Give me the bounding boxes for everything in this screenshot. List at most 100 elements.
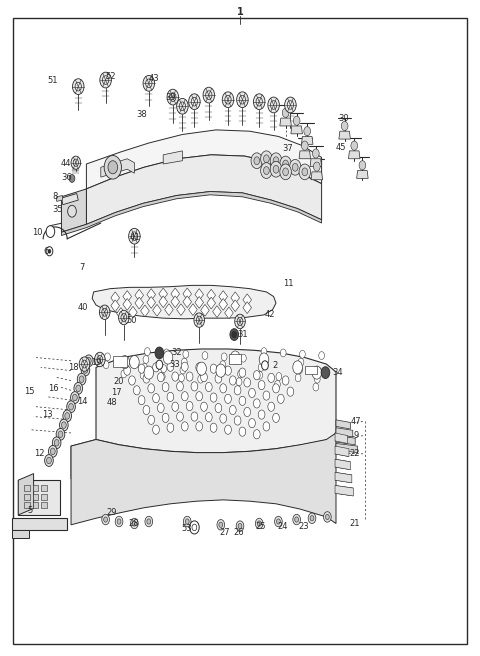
Circle shape [273, 413, 279, 422]
Text: 48: 48 [107, 398, 118, 407]
Circle shape [280, 156, 291, 172]
Bar [229, 354, 241, 364]
Circle shape [205, 382, 212, 392]
Circle shape [287, 387, 294, 396]
Circle shape [270, 100, 277, 110]
Polygon shape [61, 194, 78, 205]
Circle shape [313, 383, 319, 391]
Circle shape [196, 392, 203, 401]
Circle shape [186, 401, 193, 411]
Circle shape [129, 376, 135, 385]
Circle shape [179, 102, 186, 111]
Circle shape [258, 380, 265, 390]
Circle shape [119, 310, 129, 325]
Circle shape [319, 352, 324, 359]
Circle shape [234, 386, 241, 395]
Circle shape [215, 374, 222, 383]
Circle shape [192, 524, 197, 531]
Polygon shape [183, 288, 192, 300]
Circle shape [263, 391, 270, 400]
Circle shape [60, 419, 68, 431]
Text: 31: 31 [237, 330, 248, 339]
Text: 23: 23 [298, 522, 309, 531]
Circle shape [258, 363, 264, 371]
Circle shape [143, 405, 150, 415]
Text: 36: 36 [61, 173, 72, 182]
Circle shape [95, 352, 105, 367]
Bar [24, 494, 30, 500]
Circle shape [273, 157, 279, 165]
Circle shape [147, 519, 151, 524]
Circle shape [45, 455, 53, 466]
Circle shape [215, 403, 222, 413]
Circle shape [297, 366, 302, 374]
Polygon shape [231, 300, 240, 312]
Text: 42: 42 [265, 310, 276, 319]
Circle shape [198, 375, 204, 383]
Text: 30: 30 [338, 113, 348, 123]
Polygon shape [291, 126, 302, 134]
Bar [24, 485, 30, 491]
Circle shape [253, 430, 260, 439]
Circle shape [295, 517, 299, 522]
Circle shape [48, 249, 51, 253]
Circle shape [121, 314, 127, 321]
Circle shape [275, 380, 280, 388]
Circle shape [302, 168, 308, 176]
Text: 17: 17 [111, 388, 121, 397]
Circle shape [237, 92, 248, 108]
Text: 37: 37 [283, 144, 293, 154]
Text: 41: 41 [130, 233, 141, 242]
Circle shape [260, 356, 265, 363]
Circle shape [83, 367, 88, 373]
Circle shape [79, 376, 84, 382]
Circle shape [235, 314, 245, 329]
Circle shape [73, 159, 79, 166]
Circle shape [262, 361, 268, 370]
Circle shape [239, 368, 246, 377]
Text: 51: 51 [48, 76, 58, 85]
Polygon shape [335, 472, 352, 483]
Circle shape [159, 373, 165, 380]
Circle shape [240, 354, 246, 362]
Circle shape [257, 371, 263, 379]
Circle shape [289, 159, 301, 175]
Circle shape [71, 392, 79, 403]
Polygon shape [159, 296, 168, 308]
Circle shape [72, 394, 77, 401]
Circle shape [177, 412, 183, 421]
Circle shape [181, 422, 188, 431]
Circle shape [130, 356, 139, 369]
Polygon shape [135, 297, 144, 309]
Circle shape [148, 384, 155, 393]
Circle shape [47, 457, 51, 464]
Circle shape [244, 378, 251, 387]
Polygon shape [111, 292, 120, 304]
Text: 43: 43 [148, 74, 159, 83]
Bar [33, 494, 38, 500]
Polygon shape [213, 306, 221, 318]
Polygon shape [61, 189, 86, 232]
Circle shape [143, 356, 149, 363]
Circle shape [225, 95, 231, 104]
Circle shape [196, 363, 203, 372]
Bar [41, 485, 47, 491]
Text: 28: 28 [128, 519, 139, 528]
Circle shape [249, 388, 255, 398]
Text: 32: 32 [171, 348, 182, 358]
Circle shape [167, 392, 174, 401]
Polygon shape [301, 136, 313, 144]
Circle shape [308, 513, 316, 523]
Polygon shape [135, 289, 144, 301]
Circle shape [236, 378, 242, 386]
Text: 39: 39 [165, 92, 176, 102]
Circle shape [257, 521, 261, 526]
Circle shape [121, 370, 127, 378]
Bar [41, 494, 47, 500]
Circle shape [61, 422, 66, 428]
Circle shape [263, 422, 270, 431]
Circle shape [67, 401, 75, 413]
Polygon shape [71, 440, 96, 479]
Circle shape [197, 362, 206, 375]
Polygon shape [141, 305, 149, 317]
